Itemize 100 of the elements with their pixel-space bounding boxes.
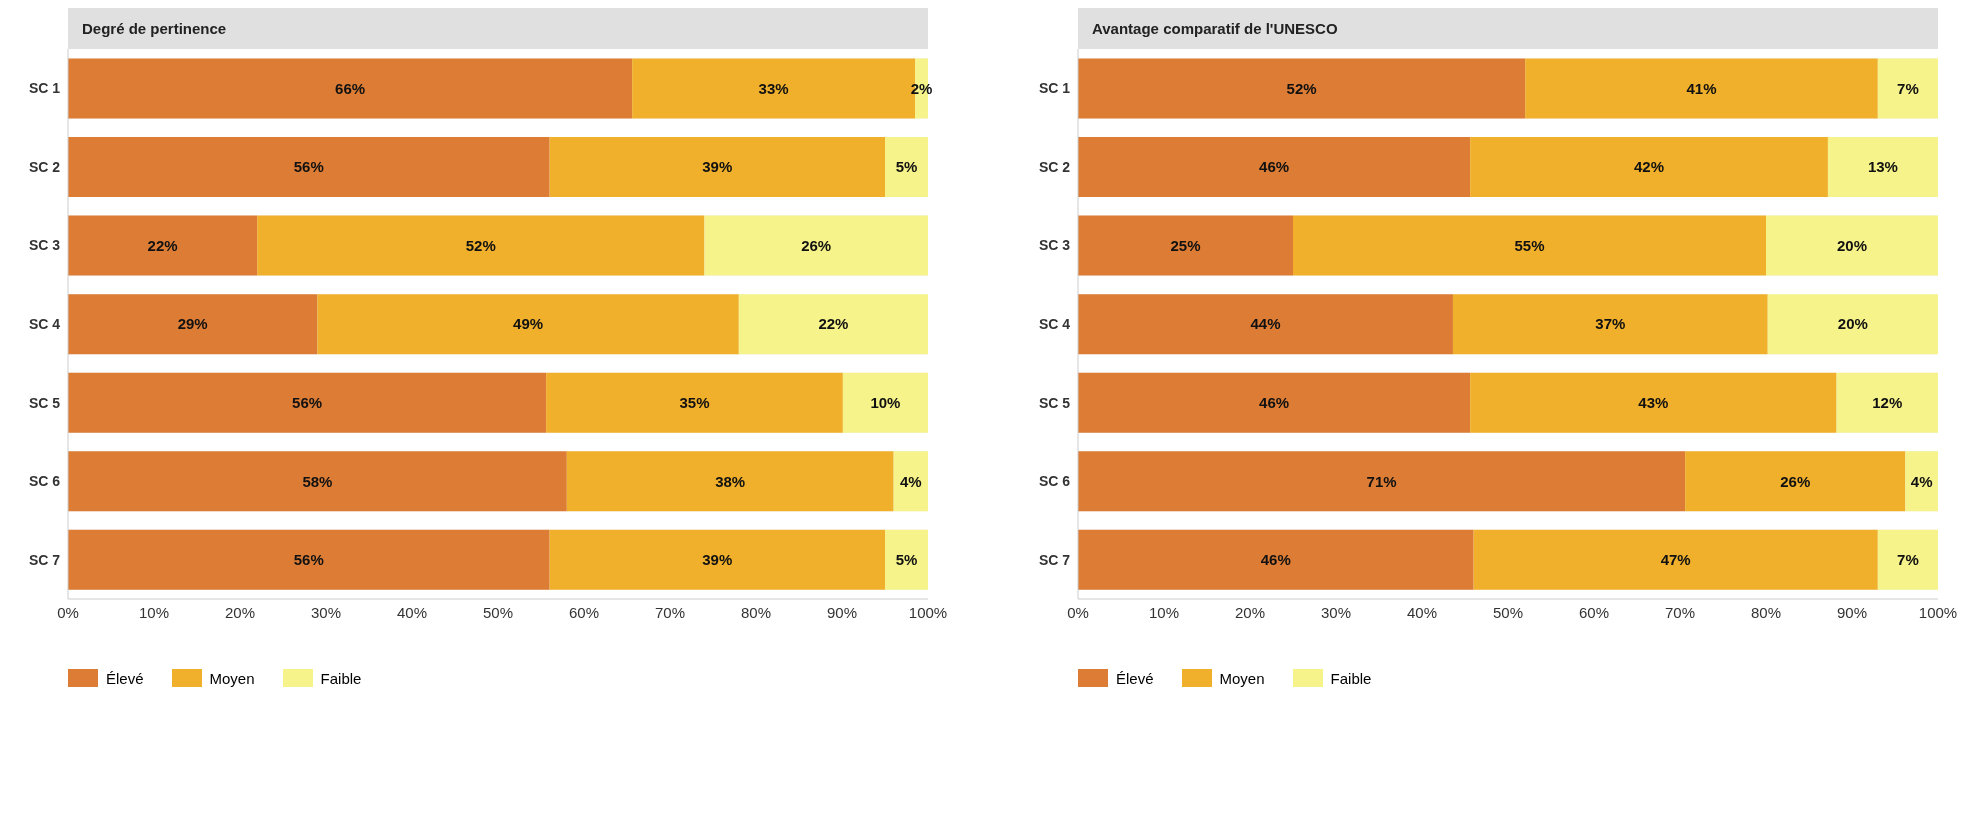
data-label: 52% — [1286, 79, 1317, 97]
bar — [1470, 137, 1828, 197]
data-label: 71% — [1366, 472, 1397, 490]
y-tick-label: SC 5 — [1038, 394, 1071, 411]
x-tick-label: 40% — [396, 603, 428, 621]
data-label: 26% — [1780, 472, 1811, 490]
bar — [1877, 58, 1938, 119]
bar — [1877, 529, 1938, 590]
bar — [1078, 137, 1471, 197]
data-label: 66% — [335, 79, 366, 97]
bar — [68, 58, 633, 119]
chart-title: Avantage comparatif de l'UNESCO — [1078, 8, 1938, 49]
bar — [1078, 215, 1293, 276]
bar — [1078, 58, 1526, 119]
data-label: 56% — [292, 394, 323, 412]
bar — [549, 137, 885, 197]
legend-label: Faible — [1330, 669, 1372, 687]
data-label: 46% — [1260, 551, 1291, 569]
x-tick-label: 90% — [1836, 603, 1868, 621]
data-label: 47% — [1660, 551, 1691, 569]
x-tick-label: 20% — [224, 603, 256, 621]
data-label: 4% — [1910, 472, 1933, 490]
x-tick-label: 80% — [740, 603, 772, 621]
bar — [738, 294, 928, 355]
y-tick-label: SC 7 — [28, 551, 61, 568]
bar — [1767, 294, 1938, 355]
x-tick-label: 70% — [654, 603, 686, 621]
legend-label: Élevé — [106, 669, 144, 687]
data-label: 7% — [1897, 79, 1919, 97]
bar — [68, 215, 258, 276]
y-tick-label: SC 7 — [1038, 551, 1071, 568]
data-label: 52% — [465, 236, 496, 254]
bar — [68, 529, 550, 590]
data-label: 13% — [1867, 158, 1898, 176]
y-tick-label: SC 1 — [1038, 80, 1071, 97]
legend-label: Moyen — [209, 669, 255, 687]
bar — [68, 451, 567, 512]
legend-label: Faible — [320, 669, 362, 687]
bar — [1078, 372, 1471, 433]
bar — [317, 294, 739, 355]
y-tick-label: SC 6 — [28, 473, 61, 490]
data-label: 37% — [1595, 315, 1626, 333]
x-tick-label: 10% — [1148, 603, 1180, 621]
bar — [566, 451, 894, 512]
data-label: 49% — [513, 315, 544, 333]
x-tick-label: 40% — [1406, 603, 1438, 621]
data-label: 43% — [1638, 394, 1669, 412]
y-tick-label: SC 3 — [1038, 237, 1071, 254]
y-tick-label: SC 4 — [28, 315, 61, 332]
y-tick-label: SC 6 — [1038, 473, 1071, 490]
bar — [549, 529, 885, 590]
data-label: 5% — [895, 158, 918, 176]
data-label: 20% — [1836, 236, 1868, 254]
bar — [885, 529, 928, 590]
x-tick-label: 100% — [1918, 603, 1958, 621]
data-label: 22% — [818, 315, 849, 333]
data-label: 44% — [1250, 315, 1281, 333]
data-label: 25% — [1170, 236, 1201, 254]
x-tick-label: 50% — [482, 603, 514, 621]
data-label: 39% — [702, 551, 733, 569]
data-label: 5% — [895, 551, 918, 569]
bar — [1293, 215, 1766, 276]
y-tick-label: SC 5 — [28, 394, 61, 411]
y-tick-label: SC 1 — [28, 80, 61, 97]
bar — [842, 372, 928, 433]
legend-label: Élevé — [1116, 669, 1154, 687]
data-label: 10% — [870, 394, 901, 412]
x-tick-label: 0% — [57, 603, 79, 621]
bar — [1766, 215, 1938, 276]
bar — [257, 215, 705, 276]
bar — [1470, 372, 1837, 433]
y-tick-label: SC 4 — [1038, 315, 1071, 332]
x-tick-label: 60% — [568, 603, 600, 621]
data-label: 56% — [293, 551, 324, 569]
bar — [1905, 451, 1938, 512]
x-tick-label: 60% — [1578, 603, 1610, 621]
y-tick-label: SC 2 — [1038, 158, 1071, 175]
data-label: 12% — [1872, 394, 1903, 412]
bar — [1836, 372, 1938, 433]
data-label: 4% — [899, 472, 922, 490]
data-label: 2% — [910, 79, 933, 97]
data-label: 42% — [1634, 158, 1665, 176]
data-label: 26% — [801, 236, 832, 254]
bar — [68, 137, 550, 197]
data-label: 58% — [302, 472, 333, 490]
bar — [893, 451, 928, 512]
x-tick-label: 100% — [908, 603, 948, 621]
y-tick-label: SC 3 — [28, 237, 61, 254]
x-tick-label: 50% — [1492, 603, 1524, 621]
x-tick-label: 30% — [310, 603, 342, 621]
bar — [1078, 294, 1453, 355]
data-label: 20% — [1837, 315, 1868, 333]
y-tick-label: SC 2 — [28, 158, 61, 175]
bar — [68, 294, 318, 355]
x-tick-label: 90% — [826, 603, 858, 621]
x-tick-label: 80% — [1750, 603, 1782, 621]
data-label: 35% — [679, 394, 710, 412]
chart-title: Degré de pertinence — [68, 8, 928, 49]
bar — [1827, 137, 1938, 197]
legend-label: Moyen — [1219, 669, 1265, 687]
